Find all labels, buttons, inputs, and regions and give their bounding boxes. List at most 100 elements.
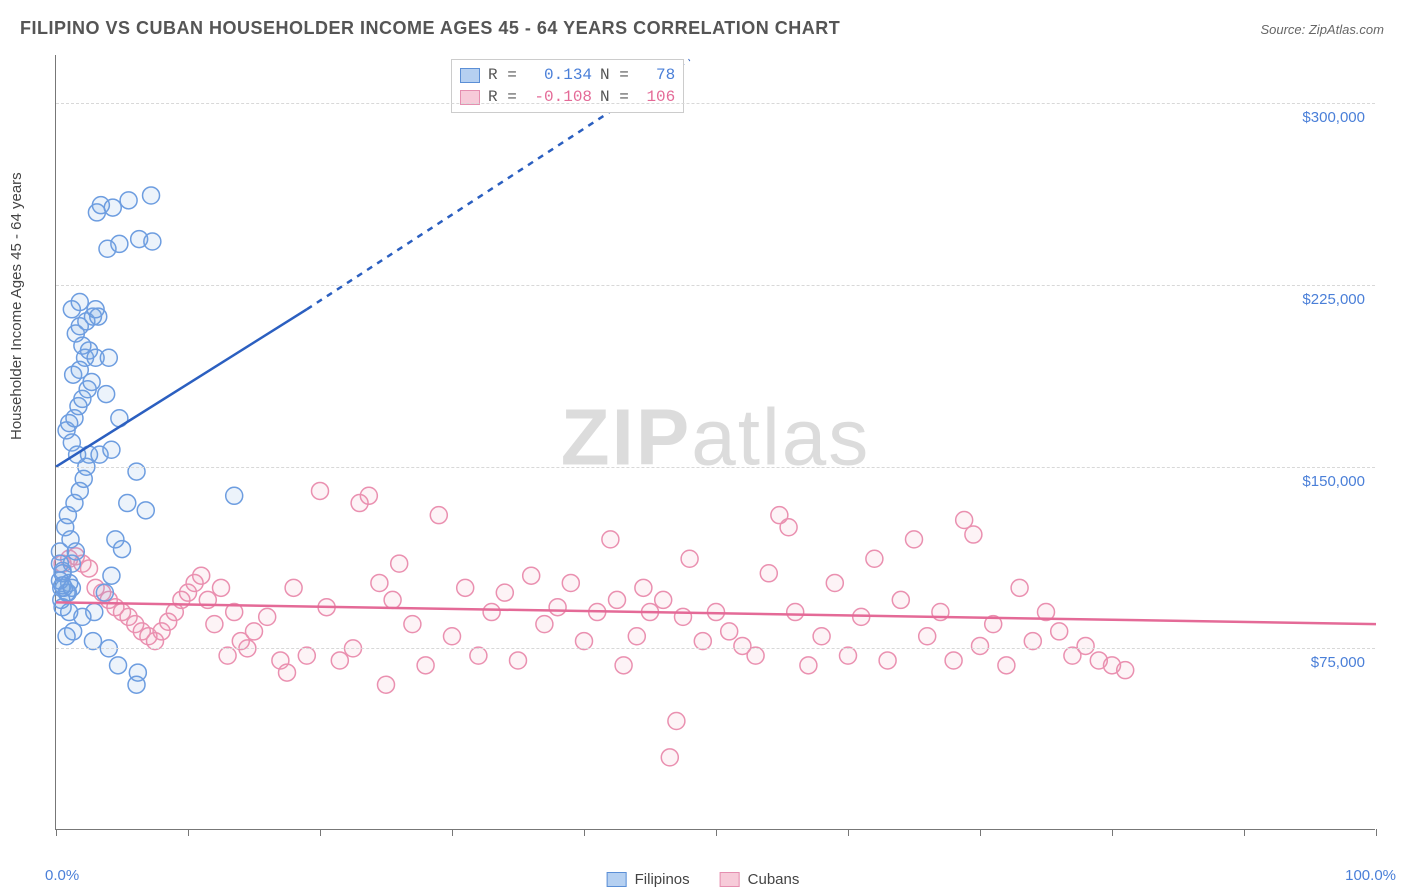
data-point	[840, 647, 857, 664]
data-point	[866, 550, 883, 567]
data-point	[470, 647, 487, 664]
swatch-icon	[720, 872, 740, 887]
y-tick-label: $300,000	[1302, 109, 1365, 126]
legend-item-filipinos[interactable]: Filipinos	[607, 871, 690, 888]
x-tick-label-max: 100.0%	[1345, 867, 1396, 884]
data-point	[576, 633, 593, 650]
data-point	[137, 502, 154, 519]
x-tick	[980, 829, 981, 836]
data-point	[549, 599, 566, 616]
gridline	[56, 648, 1375, 649]
data-point	[813, 628, 830, 645]
data-point	[661, 749, 678, 766]
data-point	[800, 657, 817, 674]
data-point	[298, 647, 315, 664]
data-point	[615, 657, 632, 674]
data-point	[1117, 662, 1134, 679]
data-point	[143, 187, 160, 204]
data-point	[496, 584, 513, 601]
data-point	[246, 623, 263, 640]
data-point	[84, 633, 101, 650]
data-point	[675, 608, 692, 625]
r-value: -0.108	[525, 86, 592, 108]
data-point	[1011, 579, 1028, 596]
series-legend: Filipinos Cubans	[607, 871, 800, 888]
data-point	[906, 531, 923, 548]
data-point	[483, 604, 500, 621]
data-point	[104, 199, 121, 216]
r-value: 0.134	[525, 64, 592, 86]
data-point	[285, 579, 302, 596]
data-point	[562, 574, 579, 591]
data-point	[655, 591, 672, 608]
x-tick-label-min: 0.0%	[45, 867, 79, 884]
data-point	[1024, 633, 1041, 650]
data-point	[279, 664, 296, 681]
data-point	[63, 579, 80, 596]
data-point	[120, 192, 137, 209]
data-point	[417, 657, 434, 674]
data-point	[681, 550, 698, 567]
data-point	[111, 235, 128, 252]
x-tick	[716, 829, 717, 836]
gridline	[56, 285, 1375, 286]
x-tick	[1376, 829, 1377, 836]
x-tick	[56, 829, 57, 836]
data-point	[972, 637, 989, 654]
data-point	[103, 441, 120, 458]
r-label: R =	[488, 64, 517, 86]
data-point	[1077, 637, 1094, 654]
x-tick	[452, 829, 453, 836]
data-point	[668, 713, 685, 730]
chart-svg	[56, 55, 1376, 830]
data-point	[384, 591, 401, 608]
data-point	[213, 579, 230, 596]
legend-item-cubans[interactable]: Cubans	[720, 871, 800, 888]
data-point	[628, 628, 645, 645]
source-link[interactable]: ZipAtlas.com	[1309, 22, 1384, 37]
x-tick	[188, 829, 189, 836]
data-point	[100, 349, 117, 366]
data-point	[193, 567, 210, 584]
data-point	[206, 616, 223, 633]
x-tick	[1112, 829, 1113, 836]
data-point	[945, 652, 962, 669]
data-point	[919, 628, 936, 645]
n-value: 106	[637, 86, 675, 108]
legend-label: Filipinos	[635, 871, 690, 888]
r-label: R =	[488, 86, 517, 108]
correlation-legend: R = 0.134 N = 78 R = -0.108 N = 106	[451, 59, 684, 113]
data-point	[879, 652, 896, 669]
data-point	[510, 652, 527, 669]
y-tick-label: $75,000	[1311, 654, 1365, 671]
data-point	[360, 487, 377, 504]
y-axis-label: Householder Income Ages 45 - 64 years	[8, 172, 25, 440]
source-prefix: Source:	[1260, 22, 1308, 37]
legend-row-cubans: R = -0.108 N = 106	[460, 86, 675, 108]
data-point	[110, 657, 127, 674]
data-point	[128, 463, 145, 480]
legend-row-filipinos: R = 0.134 N = 78	[460, 64, 675, 86]
data-point	[826, 574, 843, 591]
x-tick	[848, 829, 849, 836]
data-point	[371, 574, 388, 591]
n-value: 78	[637, 64, 675, 86]
data-point	[98, 386, 115, 403]
gridline	[56, 103, 1375, 104]
data-point	[609, 591, 626, 608]
data-point	[998, 657, 1015, 674]
data-point	[1051, 623, 1068, 640]
y-tick-label: $150,000	[1302, 473, 1365, 490]
data-point	[312, 482, 329, 499]
data-point	[259, 608, 276, 625]
plot-area: ZIPatlas R = 0.134 N = 78 R = -0.108 N =…	[55, 55, 1375, 830]
data-point	[965, 526, 982, 543]
data-point	[219, 647, 236, 664]
swatch-icon	[460, 68, 480, 83]
data-point	[119, 495, 136, 512]
data-point	[780, 519, 797, 536]
data-point	[128, 676, 145, 693]
data-point	[602, 531, 619, 548]
data-point	[81, 560, 98, 577]
n-label: N =	[600, 64, 629, 86]
